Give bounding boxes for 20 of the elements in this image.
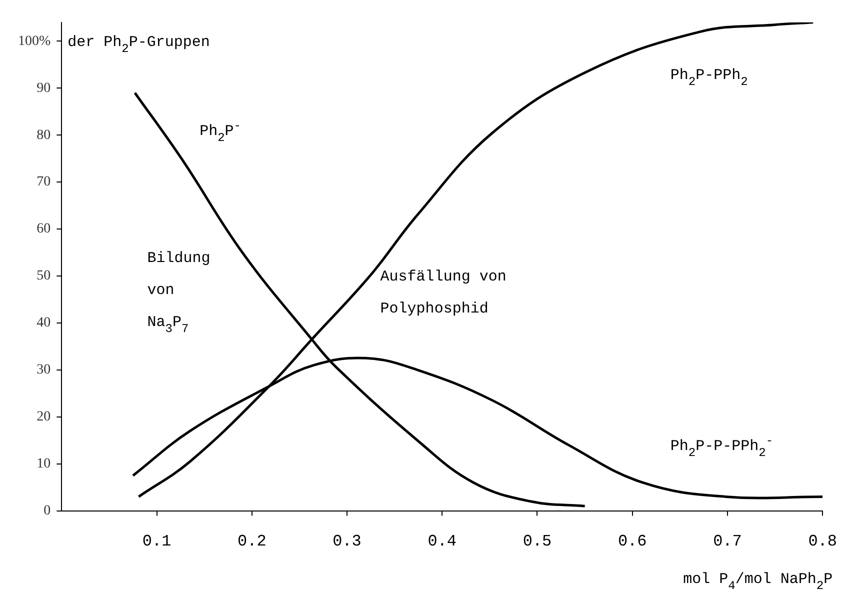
y-tick-label: 50 <box>36 268 51 284</box>
annotation: Ausfällung von Polyphosphid <box>380 268 506 318</box>
y-tick-label: 30 <box>36 362 51 378</box>
x-tick-label: 0.5 <box>522 532 552 551</box>
y-tick-label: 10 <box>36 456 51 472</box>
x-tick-label: 0.4 <box>428 532 457 551</box>
x-tick-label: 0.7 <box>713 532 742 551</box>
x-tick-label: 0.1 <box>142 532 172 551</box>
x-tick-label: 0.8 <box>808 532 838 551</box>
y-tick-label: 70 <box>36 174 51 190</box>
y-tick-label: 60 <box>36 222 51 237</box>
y-tick-label: 100% <box>18 34 51 49</box>
y-tick-label: 40 <box>36 316 51 331</box>
y-tick-label: 20 <box>36 410 51 425</box>
y-tick-label: 90 <box>36 80 51 96</box>
x-tick-label: 0.3 <box>332 532 362 551</box>
y-tick-label: 0 <box>44 503 51 518</box>
x-tick-label: 0.6 <box>618 532 647 551</box>
y-tick-label: 80 <box>36 128 51 143</box>
x-tick-label: 0.2 <box>237 532 266 551</box>
